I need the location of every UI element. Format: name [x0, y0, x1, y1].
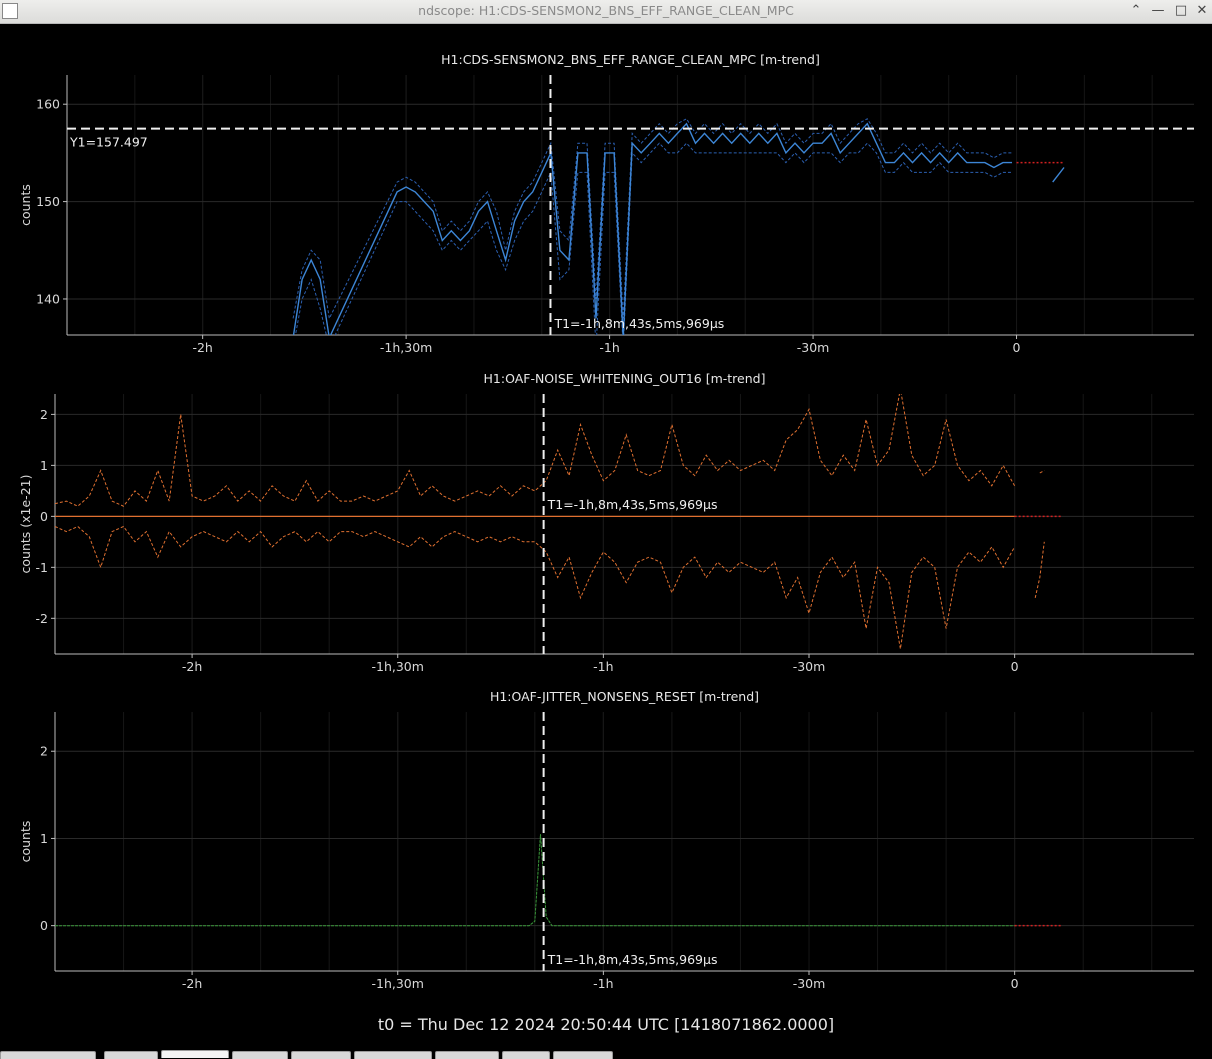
y-tick-label: 140: [36, 291, 60, 306]
series-tail: [1052, 167, 1065, 183]
series-mean: [55, 834, 1015, 927]
y-axis-label: counts: [18, 184, 33, 226]
x-tick-label: -30m: [793, 976, 826, 991]
series-min: [55, 525, 1016, 649]
minimize-icon[interactable]: —: [1151, 3, 1165, 18]
y-tick-label: -2: [36, 611, 48, 626]
app-icon[interactable]: [2, 3, 18, 19]
plot-title: H1:OAF-NOISE_WHITENING_OUT16 [m-trend]: [484, 371, 766, 386]
y-tick-label: 1: [40, 458, 48, 473]
x-tick-label: 0: [1011, 976, 1019, 991]
series-tail: [1034, 541, 1045, 599]
x-tick-label: -2h: [192, 340, 212, 355]
x-tick-label: -1h: [593, 976, 613, 991]
y-tick-label: 150: [36, 194, 60, 209]
chevron-up-icon[interactable]: ⌃: [1130, 3, 1142, 18]
plot-area[interactable]: 140 150 160 -2h -1h,30m -1h -30m 0 H1:CDS-SENSMO…: [0, 24, 1212, 1014]
plot-traces: [55, 394, 1063, 649]
y-tick-label: 1: [40, 831, 48, 846]
series-max: [292, 118, 1012, 321]
series-min: [294, 142, 1012, 335]
tab-3[interactable]: [161, 1050, 229, 1058]
x-tick-label: -30m: [797, 340, 830, 355]
y1-cursor-label: Y1=157.497: [69, 135, 148, 150]
x-tick-label: -1h,30m: [372, 659, 424, 674]
x-tick-label: -1h,30m: [372, 976, 424, 991]
t0-label: t0 = Thu Dec 12 2024 20:50:44 UTC [14180…: [377, 1015, 835, 1034]
series-mean: [292, 122, 1012, 335]
tab-9[interactable]: [553, 1051, 613, 1059]
plot-title: H1:OAF-JITTER_NONSENS_RESET [m-trend]: [490, 689, 759, 704]
y-tick-label: 0: [40, 918, 48, 933]
x-tick-label: 0: [1011, 659, 1019, 674]
x-tick-label: -2h: [182, 659, 202, 674]
tab-2[interactable]: [104, 1051, 158, 1059]
tab-5[interactable]: [291, 1051, 351, 1059]
maximize-icon[interactable]: □: [1174, 3, 1188, 18]
series-max: [55, 394, 1016, 507]
x-tick-label: -1h,30m: [380, 340, 432, 355]
window-titlebar: ndscope: H1:CDS-SENSMON2_BNS_EFF_RANGE_C…: [0, 0, 1212, 24]
window-title: ndscope: H1:CDS-SENSMON2_BNS_EFF_RANGE_C…: [418, 3, 794, 18]
y-axis-label: counts (x1e-21): [18, 475, 33, 574]
x-tick-label: 0: [1013, 340, 1021, 355]
x-tick-label: -1h: [593, 659, 613, 674]
t1-cursor-label: T1=-1h,8m,43s,5ms,969µs: [547, 497, 718, 512]
y-tick-label: 2: [40, 744, 48, 759]
plot-traces: [292, 118, 1065, 335]
tab-4[interactable]: [232, 1051, 288, 1059]
tab-8[interactable]: [502, 1051, 550, 1059]
tab-1[interactable]: [0, 1051, 96, 1059]
t1-cursor-label: T1=-1h,8m,43s,5ms,969µs: [547, 952, 718, 967]
x-tick-label: -2h: [182, 976, 202, 991]
tab-6[interactable]: [354, 1051, 432, 1059]
y-tick-label: 0: [40, 509, 48, 524]
x-tick-label: -1h: [599, 340, 619, 355]
close-icon[interactable]: ✕: [1196, 3, 1208, 18]
y-tick-label: 2: [40, 407, 48, 422]
tab-7[interactable]: [435, 1051, 499, 1059]
plot-traces: [55, 834, 1063, 927]
x-tick-label: -30m: [793, 659, 826, 674]
t1-cursor-label: T1=-1h,8m,43s,5ms,969µs: [553, 316, 724, 331]
plot-title: H1:CDS-SENSMON2_BNS_EFF_RANGE_CLEAN_MPC …: [441, 52, 820, 67]
series-tail: [1039, 470, 1045, 474]
y-tick-label: 160: [36, 97, 60, 112]
y-axis-label: counts: [18, 821, 33, 863]
tab-bar: [0, 1050, 1212, 1059]
y-tick-label: -1: [36, 560, 48, 575]
